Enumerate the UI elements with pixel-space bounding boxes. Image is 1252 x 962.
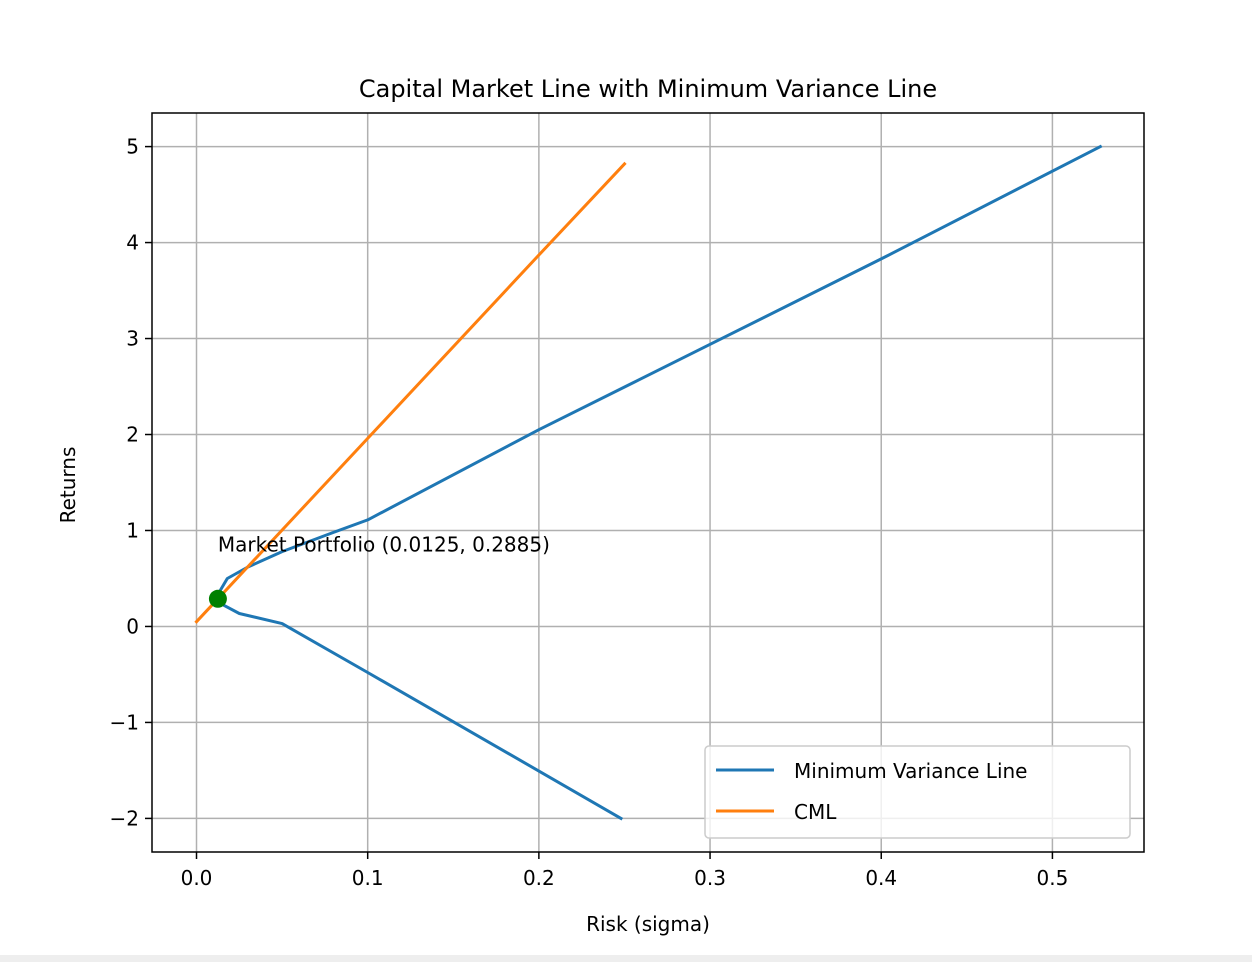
y-tick-label: 1 [126, 518, 139, 542]
y-tick-label: −2 [110, 806, 139, 830]
market-portfolio-annotation: Market Portfolio (0.0125, 0.2885) [218, 533, 550, 557]
legend-box [704, 745, 1131, 839]
legend-label-minimum-variance-line: Minimum Variance Line [794, 759, 1027, 783]
legend: Minimum Variance Line CML [704, 745, 1131, 839]
y-tick-label: 0 [126, 614, 139, 638]
y-tick-label: −1 [110, 710, 139, 734]
y-tick-label: 3 [126, 327, 139, 351]
x-tick-label: 0.0 [181, 866, 213, 890]
x-axis-label: Risk (sigma) [586, 912, 710, 936]
y-tick-label: 5 [126, 135, 139, 159]
tick-layer: 0.0 0.1 0.2 0.3 0.4 0.5 −2 −1 0 1 2 3 4 5 [110, 135, 1069, 890]
plot-frame [151, 112, 1145, 853]
x-tick-label: 0.4 [865, 866, 897, 890]
y-tick-label: 2 [126, 423, 139, 447]
series-line-minimum-variance-line [216, 144, 1103, 821]
y-tick-label: 4 [126, 231, 139, 255]
x-tick-label: 0.3 [694, 866, 726, 890]
series-layer [194, 144, 1103, 821]
x-tick-label: 0.2 [523, 866, 555, 890]
market-portfolio-point [208, 589, 227, 608]
window-bottom-strip [0, 955, 1252, 962]
x-tick-label: 0.1 [352, 866, 384, 890]
legend-label-cml: CML [794, 800, 837, 824]
grid-layer [152, 113, 1144, 852]
x-tick-label: 0.5 [1037, 866, 1069, 890]
series-line-cml [194, 161, 627, 624]
chart-title: Capital Market Line with Minimum Varianc… [359, 75, 937, 103]
point-layer [208, 589, 227, 608]
y-axis-label: Returns [56, 447, 80, 524]
